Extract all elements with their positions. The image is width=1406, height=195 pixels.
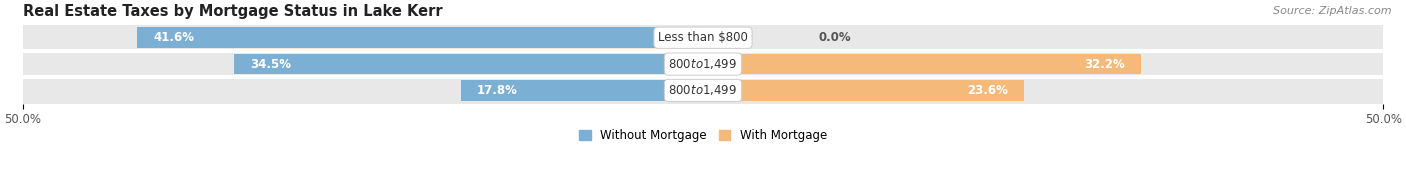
Text: 34.5%: 34.5% bbox=[250, 58, 291, 71]
Bar bbox=[461, 80, 703, 101]
Bar bbox=[233, 54, 703, 74]
Legend: Without Mortgage, With Mortgage: Without Mortgage, With Mortgage bbox=[574, 124, 832, 147]
Text: 23.6%: 23.6% bbox=[967, 84, 1008, 97]
Text: 32.2%: 32.2% bbox=[1084, 58, 1125, 71]
Text: 41.6%: 41.6% bbox=[153, 31, 194, 44]
Text: 0.0%: 0.0% bbox=[818, 31, 851, 44]
Bar bbox=[22, 25, 1384, 51]
Text: Source: ZipAtlas.com: Source: ZipAtlas.com bbox=[1274, 6, 1392, 16]
Text: $800 to $1,499: $800 to $1,499 bbox=[668, 57, 738, 71]
Bar bbox=[136, 27, 703, 48]
Text: $800 to $1,499: $800 to $1,499 bbox=[668, 83, 738, 98]
Bar bbox=[703, 54, 1142, 74]
Bar bbox=[22, 77, 1384, 104]
Bar bbox=[703, 80, 1024, 101]
Text: Less than $800: Less than $800 bbox=[658, 31, 748, 44]
Text: Real Estate Taxes by Mortgage Status in Lake Kerr: Real Estate Taxes by Mortgage Status in … bbox=[22, 4, 443, 19]
Bar bbox=[22, 51, 1384, 77]
Text: 17.8%: 17.8% bbox=[477, 84, 517, 97]
